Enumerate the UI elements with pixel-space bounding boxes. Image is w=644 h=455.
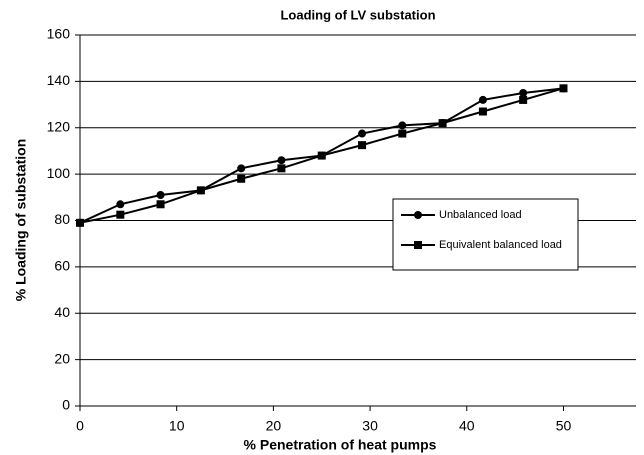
- data-point: [237, 174, 246, 183]
- data-point: [237, 164, 246, 173]
- data-point: [358, 129, 367, 138]
- y-tick-label: 20: [54, 350, 70, 366]
- data-point: [116, 200, 125, 209]
- x-tick-label: 40: [459, 418, 475, 434]
- y-tick-label: 160: [47, 26, 71, 42]
- x-tick-label: 20: [266, 418, 282, 434]
- x-axis-label: % Penetration of heat pumps: [244, 437, 437, 453]
- data-point: [196, 186, 205, 195]
- data-point: [478, 107, 487, 116]
- data-point: [317, 151, 326, 160]
- data-point: [358, 141, 367, 150]
- data-point: [76, 218, 84, 227]
- x-tick-label: 10: [169, 418, 185, 434]
- y-tick-label: 140: [47, 72, 71, 88]
- data-point: [116, 210, 125, 219]
- data-point: [519, 95, 528, 104]
- y-tick-label: 40: [54, 304, 70, 320]
- x-tick-label: 50: [556, 418, 572, 434]
- legend-box: [392, 198, 579, 271]
- data-point: [398, 121, 407, 130]
- data-point: [277, 156, 286, 165]
- legend-label: Unbalanced load: [439, 209, 522, 221]
- chart-title: Loading of LV substation: [280, 7, 435, 22]
- x-tick-label: 0: [76, 418, 84, 434]
- data-point: [478, 95, 487, 104]
- y-axis-label: % Loading of substation: [13, 139, 29, 302]
- data-point: [519, 88, 528, 97]
- data-point: [398, 129, 407, 138]
- data-point: [438, 119, 447, 128]
- legend-marker: [414, 211, 422, 219]
- data-point: [156, 190, 165, 199]
- y-tick-label: 60: [54, 258, 70, 274]
- y-tick-label: 80: [54, 211, 70, 227]
- legend-marker: [414, 241, 422, 249]
- data-point: [559, 84, 568, 93]
- y-tick-label: 120: [47, 118, 71, 134]
- y-tick-label: 100: [47, 165, 71, 181]
- y-tick-label: 0: [62, 397, 70, 413]
- data-point: [156, 200, 165, 209]
- data-point: [277, 164, 286, 173]
- x-tick-label: 30: [362, 418, 378, 434]
- legend-label: Equivalent balanced load: [439, 239, 562, 251]
